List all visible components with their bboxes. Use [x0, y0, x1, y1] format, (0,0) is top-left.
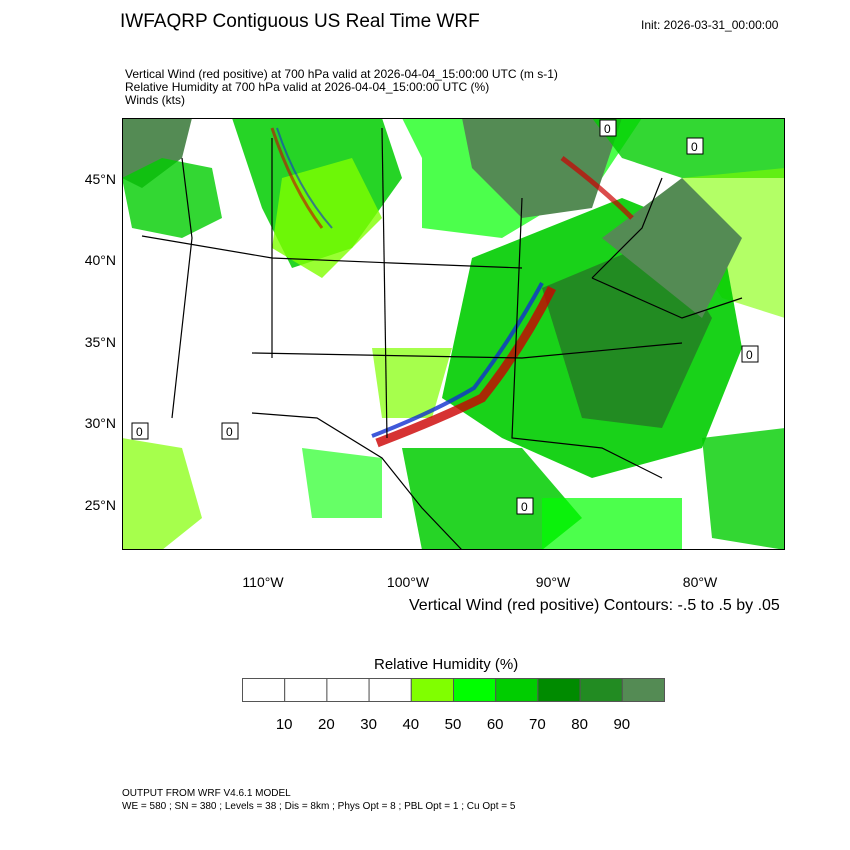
contour-label: 0	[691, 140, 698, 154]
contour-labels	[131, 119, 759, 515]
colorbar-label: 20	[318, 716, 335, 733]
state-borders	[141, 127, 743, 550]
rh-shading	[122, 118, 785, 550]
map-frame	[122, 118, 785, 550]
colorbar-label: 80	[571, 716, 588, 733]
colorbar-swatch	[326, 678, 370, 702]
colorbar-swatch	[579, 678, 623, 702]
lat-label: 40°N	[84, 252, 116, 268]
lon-label: 100°W	[386, 574, 430, 590]
contour-label: 0	[136, 425, 143, 439]
colorbar-label: 50	[444, 716, 462, 733]
lon-label: 90°W	[535, 574, 571, 590]
colorbar-title: Relative Humidity (%)	[374, 656, 519, 673]
footer-config: WE = 580 ; SN = 380 ; Levels = 38 ; Dis …	[122, 801, 516, 812]
contour-label: 0	[604, 122, 611, 136]
contour-label: 0	[226, 425, 233, 439]
lat-label: 45°N	[84, 171, 116, 187]
colorbar-swatch	[621, 678, 665, 702]
colorbar-swatch	[410, 678, 455, 702]
footer-model: OUTPUT FROM WRF V4.6.1 MODEL	[122, 788, 291, 799]
colorbar-label: 70	[529, 716, 546, 733]
contour-label: 0	[521, 500, 528, 514]
colorbar-label: 90	[613, 716, 631, 733]
lat-label: 25°N	[84, 497, 116, 513]
colorbar-swatch	[537, 678, 581, 702]
colorbar	[242, 678, 665, 702]
lat-label: 30°N	[84, 415, 116, 431]
colorbar-label: 30	[360, 716, 377, 733]
colorbar-label: 60	[486, 716, 504, 733]
colorbar-swatch	[495, 678, 539, 702]
colorbar-swatch	[453, 678, 497, 702]
subtitle-winds: Winds (kts)	[125, 93, 185, 107]
contour-label: 0	[746, 348, 753, 362]
vertical-wind-band	[270, 127, 634, 448]
map-panel: 0 0 0 0 0 0	[122, 118, 785, 550]
contour-info: Vertical Wind (red positive) Contours: -…	[409, 597, 780, 614]
colorbar-swatch	[368, 678, 412, 702]
colorbar-label: 40	[402, 716, 420, 733]
lat-label: 35°N	[84, 334, 116, 350]
subtitle-rh: Relative Humidity at 700 hPa valid at 20…	[125, 80, 490, 94]
plot-title: IWFAQRP Contiguous US Real Time WRF	[120, 11, 480, 32]
colorbar-label: 10	[275, 716, 293, 733]
subtitle-vertical-wind: Vertical Wind (red positive) at 700 hPa …	[125, 67, 558, 81]
colorbar-swatch	[284, 678, 328, 702]
lon-label: 110°W	[242, 574, 284, 590]
lon-label: 80°W	[682, 574, 718, 590]
init-time: Init: 2026-03-31_00:00:00	[641, 18, 779, 32]
colorbar-swatch	[242, 678, 286, 702]
